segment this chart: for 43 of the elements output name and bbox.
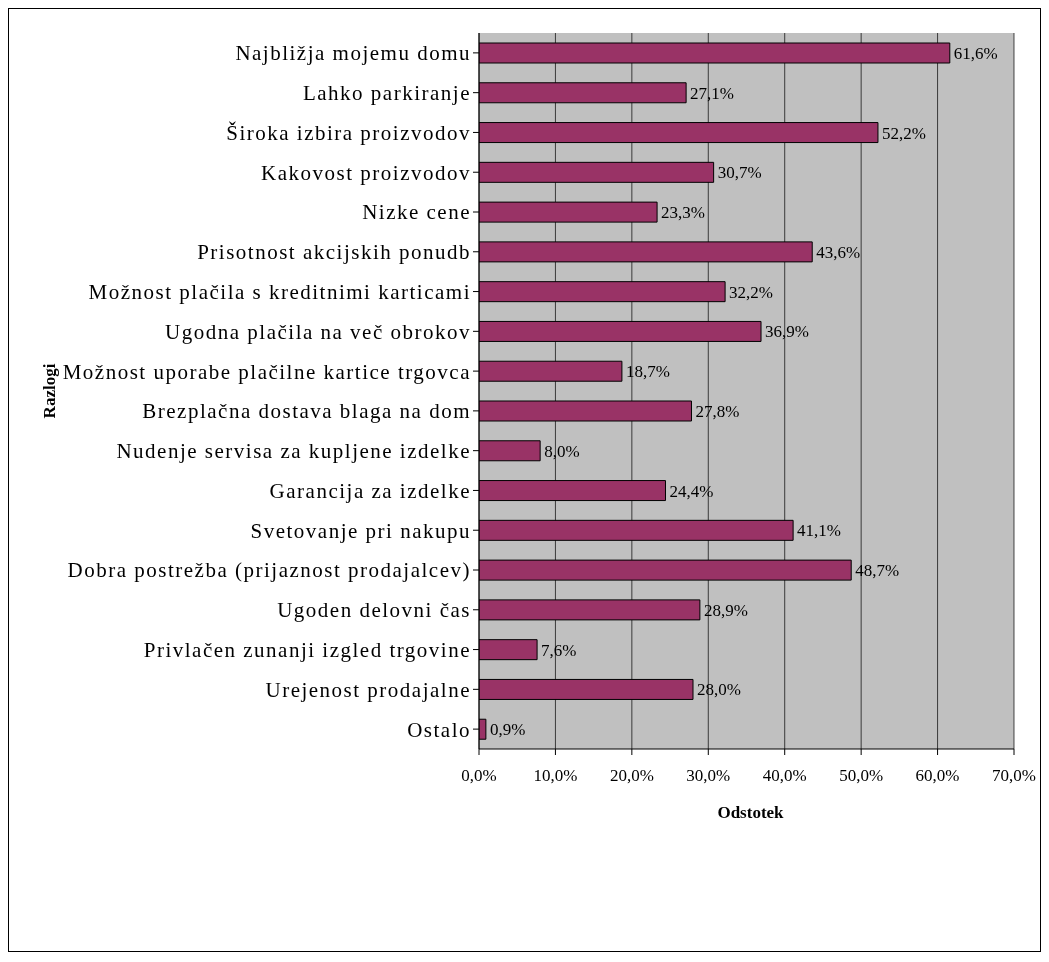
x-tick-label: 40,0% [762,766,807,786]
y-tick-label: Kakovost proizvodov [261,160,471,185]
data-label: 27,8% [695,401,740,421]
y-tick-label: Garancija za izdelke [269,478,471,503]
data-label: 61,6% [953,43,998,63]
data-label: 27,1% [690,83,735,103]
data-label: 18,7% [625,362,670,382]
data-label: 28,9% [703,600,748,620]
y-tick-label: Možnost plačila s kreditnimi karticami [88,280,471,305]
y-tick-label: Ostalo [407,717,471,742]
y-tick-label: Najbližja mojemu domu [235,41,471,66]
y-tick-label: Urejenost prodajalne [265,677,471,702]
data-label: 24,4% [669,481,714,501]
data-label: 48,7% [855,561,900,581]
y-tick-label: Dobra postrežba (prijaznost prodajalcev) [67,558,471,583]
y-tick-label: Brezplačna dostava blaga na dom [142,399,471,424]
y-tick-label: Nudenje servisa za kupljene izdelke [116,439,471,464]
x-tick-label: 20,0% [609,766,654,786]
data-label: 0,9% [489,720,526,740]
y-tick-label: Široka izbira proizvodov [226,120,471,145]
y-tick-label: Lahko parkiranje [302,81,471,106]
data-label: 30,7% [717,163,762,183]
y-tick-label: Prisotnost akcijskih ponudb [197,240,471,265]
y-tick-label: Privlačen zunanji izgled trgovine [143,638,471,663]
data-label: 32,2% [729,282,774,302]
data-label: 41,1% [797,521,842,541]
y-tick-label: Svetovanje pri nakupu [250,518,471,543]
data-label: 23,3% [661,203,705,223]
x-tick-label: 60,0% [915,766,960,786]
x-tick-label: 50,0% [839,766,884,786]
data-label: 28,0% [697,680,741,700]
x-tick-label: 10,0% [533,766,578,786]
data-label: 43,6% [816,242,861,262]
x-axis-title: Odstotek [716,803,785,823]
data-label: 52,2% [881,123,926,143]
y-tick-label: Nizke cene [362,200,471,225]
y-axis-title: Razlogi [40,363,60,419]
y-tick-label: Možnost uporabe plačilne kartice trgovca [62,359,471,384]
x-tick-label: 0,0% [461,766,497,786]
y-tick-label: Ugoden delovni čas [277,598,471,623]
x-tick-label: 70,0% [992,766,1036,786]
y-tick-label: Ugodna plačila na več obrokov [165,319,471,344]
x-tick-label: 30,0% [686,766,731,786]
